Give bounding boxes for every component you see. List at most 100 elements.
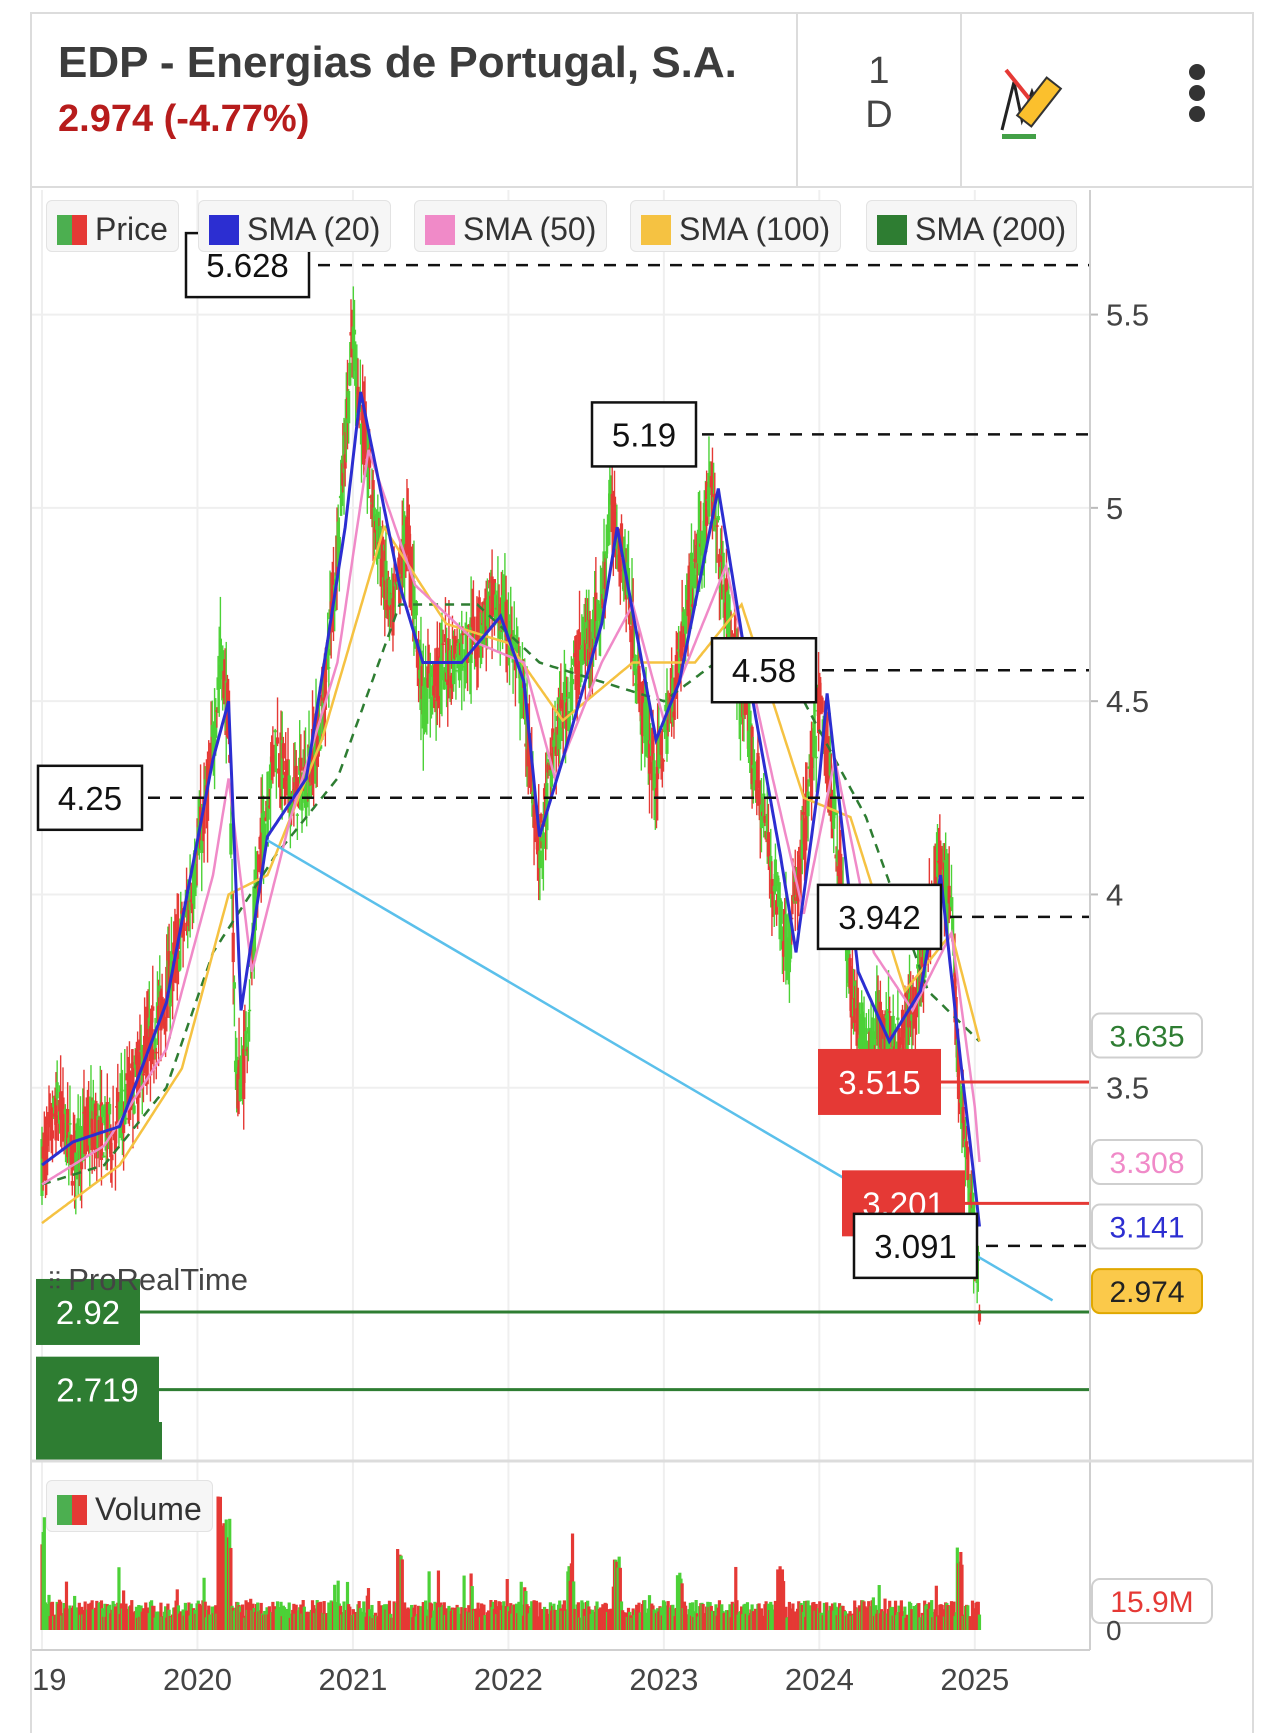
candle-body [109,1133,113,1158]
candle-body [611,525,615,549]
candle-body [153,1038,157,1050]
candle-body [76,1118,80,1167]
volume-bar [960,1564,964,1630]
candle-body [601,593,605,609]
candle-body [337,536,341,550]
candle-body [200,840,204,853]
candle-body [553,732,557,751]
candle-body [205,781,210,821]
candle-body [769,855,773,867]
candle-body [141,1073,146,1076]
candle-body [654,788,659,797]
candle-body [881,1016,885,1061]
y-tick-label: 5 [1106,491,1123,526]
level-label: 3.515 [838,1064,921,1101]
y-tick-label: 4 [1106,877,1123,912]
candle-body [888,1011,892,1013]
candle-body [554,746,558,756]
candle-body [327,667,331,669]
candle-body [209,742,213,756]
candle-body [105,1102,109,1138]
volume-bar [934,1585,938,1630]
candle-body [807,766,811,769]
legend-swatch [209,215,239,245]
candle-body [134,1049,139,1065]
legend-volume[interactable]: Volume [46,1480,213,1532]
candle-body [707,473,711,517]
candle-body [295,814,299,816]
candle-body [246,1027,250,1034]
drawing-tool-button[interactable] [962,12,1142,186]
candle-body [420,666,424,700]
candle-body [969,1192,973,1205]
candle-body [118,1101,122,1112]
candle-body [646,718,650,745]
level-label: 2.719 [56,1372,139,1409]
volume-bar [42,1517,46,1630]
more-options-button[interactable] [1142,12,1252,186]
candle-body [715,525,719,527]
volume-bar [802,1600,807,1630]
candle-body [484,618,488,637]
volume-bar [400,1559,404,1630]
candle-body [172,942,176,955]
candle-body [538,850,542,869]
candle-body [826,736,830,791]
candle-body [369,495,373,498]
x-tick-label: 2023 [629,1662,698,1697]
candle-body [947,885,951,904]
candle-body [91,1100,95,1112]
candle-body [663,723,667,733]
candle-body [684,609,688,634]
volume-tick-label: 0 [1106,1615,1122,1646]
legend-item-sma-100[interactable]: SMA (100) [630,200,842,252]
candle-body [366,466,371,477]
legend-item-sma-200[interactable]: SMA (200) [866,200,1078,252]
candle-body [720,554,724,563]
candle-body [384,560,388,581]
candle-body [513,655,518,671]
candle-body [771,888,775,906]
candle-body [496,590,500,617]
candle-body [617,529,621,572]
candle-body [631,611,635,662]
volume-bar [429,1603,434,1630]
candle-body [693,558,697,562]
candle-body [680,621,684,657]
legend-swatch [57,215,87,245]
candle-body [691,604,695,607]
chart-header: EDP - Energias de Portugal, S.A. 2.974 (… [30,12,1254,188]
candle-body [916,964,920,969]
axis-value-label: 3.308 [1109,1147,1184,1180]
volume-bar [319,1601,323,1630]
level-box-clipped [36,1422,162,1462]
legend-item-sma-20[interactable]: SMA (20) [198,200,392,252]
candle-body [292,777,296,791]
candle-body [218,638,223,662]
candle-body [81,1126,85,1161]
x-tick-label: 2021 [318,1662,387,1697]
interval-selector-button[interactable]: 1 D [796,12,962,186]
candle-body [163,1016,168,1022]
candle-body [195,850,199,853]
legend-swatch [425,215,455,245]
volume-value-label: 15.9M [1110,1586,1193,1619]
volume-bar [64,1581,69,1630]
candle-body [728,609,732,616]
candle-body [559,699,563,709]
pencil-chart-icon [1000,68,1063,139]
candle-body [429,697,434,710]
candle-body [303,769,308,808]
legend-item-price[interactable]: Price [46,200,179,252]
candle-body [854,981,858,987]
volume-bar [470,1586,474,1630]
volume-bar [883,1598,887,1630]
legend-item-sma-50[interactable]: SMA (50) [414,200,608,252]
candle-body [629,629,633,643]
candle-body [823,736,828,760]
vertical-dots-icon [1189,64,1205,122]
axis-value-label: 2.974 [1109,1276,1184,1309]
candle-body [177,958,182,971]
candle-body [773,859,778,892]
